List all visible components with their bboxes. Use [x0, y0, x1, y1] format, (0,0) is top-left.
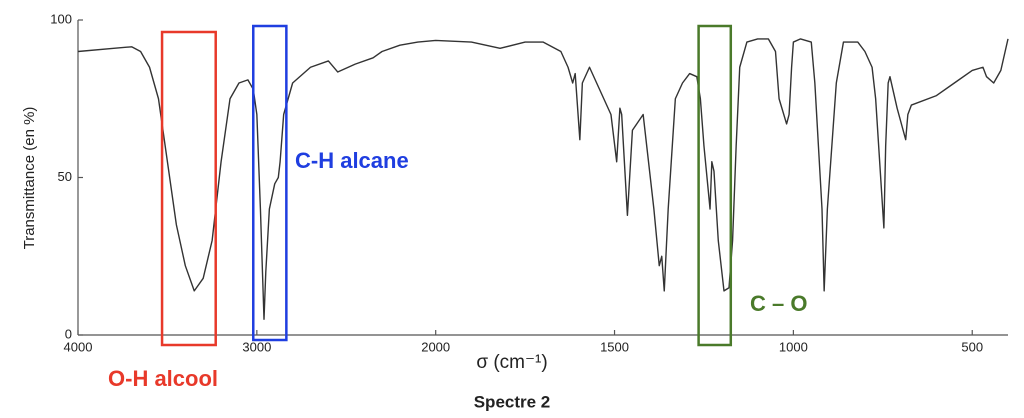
y-tick-label: 100: [50, 11, 72, 26]
chart-title: Spectre 2: [474, 392, 551, 411]
annotation-box: [160, 30, 217, 347]
annotation-box: [252, 24, 288, 342]
y-tick-label: 0: [65, 326, 72, 341]
x-tick-label: 500: [961, 339, 983, 354]
x-tick-label: 3000: [242, 339, 271, 354]
x-tick-label: 2000: [421, 339, 450, 354]
annotation-label: O-H alcool: [108, 366, 218, 391]
annotation-box: [697, 24, 733, 347]
annotation-label: C-H alcane: [295, 148, 409, 173]
y-axis-label: Transmittance (en %): [21, 107, 38, 250]
x-axis-label: σ (cm⁻¹): [476, 352, 547, 373]
x-tick-label: 1000: [779, 339, 808, 354]
x-tick-label: 4000: [64, 339, 93, 354]
annotation-label: C – O: [750, 291, 807, 316]
y-tick-label: 50: [58, 169, 72, 184]
x-tick-label: 1500: [600, 339, 629, 354]
spectrum-line: [77, 38, 1009, 320]
